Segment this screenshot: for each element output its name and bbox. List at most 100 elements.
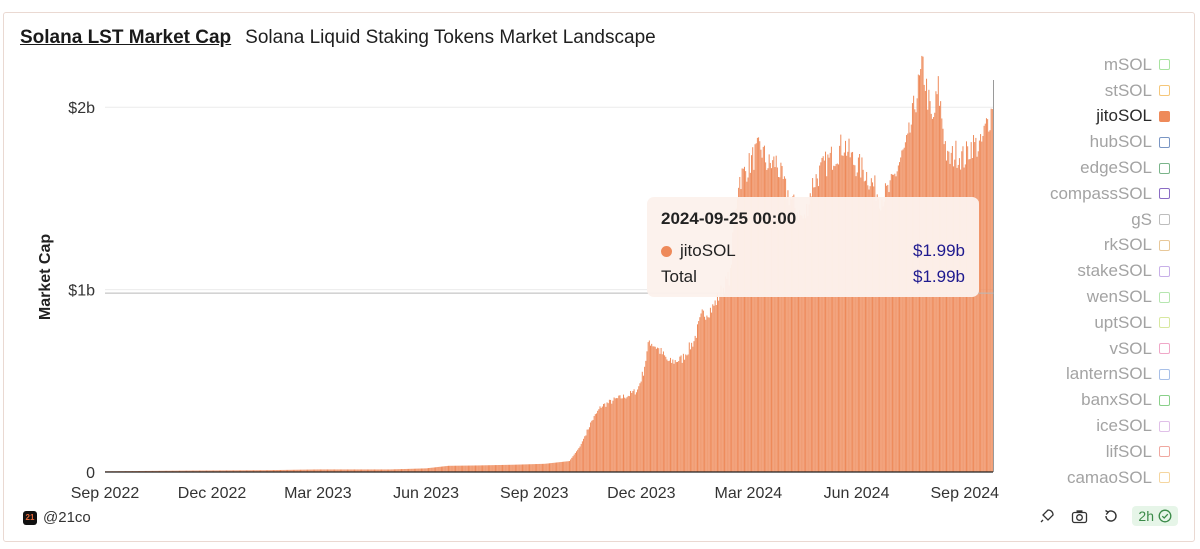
bar — [570, 459, 572, 472]
legend-item-lifSOL[interactable]: lifSOL — [1000, 439, 1170, 465]
bar — [748, 153, 750, 472]
logo-21co: 21 — [23, 510, 37, 525]
bar — [363, 469, 365, 472]
bar — [740, 189, 742, 472]
refresh-icon[interactable] — [1100, 505, 1122, 527]
bar — [595, 413, 597, 472]
bar — [608, 399, 610, 472]
refresh-interval-badge[interactable]: 2h — [1132, 506, 1178, 526]
bar — [794, 207, 796, 473]
bar — [477, 465, 479, 472]
bar — [650, 345, 652, 472]
bar — [534, 464, 536, 472]
legend-item-uptSOL[interactable]: uptSOL — [1000, 310, 1170, 336]
bar — [310, 469, 312, 472]
bar — [714, 300, 716, 472]
bar — [749, 172, 751, 472]
bar — [561, 461, 563, 472]
bar — [176, 470, 178, 472]
bar — [813, 187, 815, 472]
bar — [817, 186, 819, 472]
legend-item-wenSOL[interactable]: wenSOL — [1000, 284, 1170, 310]
bar — [612, 400, 614, 472]
legend-item-lanternSOL[interactable]: lanternSOL — [1000, 362, 1170, 388]
legend-item-stakeSOL[interactable]: stakeSOL — [1000, 258, 1170, 284]
legend[interactable]: mSOL stSOL jitoSOL hubSOL edgeSOL compassSOL g… — [1000, 58, 1170, 494]
bar — [516, 464, 518, 472]
legend-item-gS[interactable]: gS — [1000, 207, 1170, 233]
y-tick-label: $1b — [68, 283, 95, 300]
bar — [580, 443, 582, 472]
camera-icon[interactable] — [1068, 505, 1090, 527]
bar — [947, 150, 949, 472]
bar — [372, 469, 374, 472]
bar — [317, 469, 319, 472]
bar — [578, 448, 580, 472]
legend-item-camaoSOL[interactable]: camaoSOL — [1000, 465, 1170, 491]
bar — [556, 462, 558, 472]
bar — [849, 157, 851, 472]
legend-item-mSOL[interactable]: mSOL — [1000, 58, 1170, 78]
bar — [486, 465, 488, 472]
bar — [458, 465, 460, 472]
bar — [894, 173, 896, 472]
bar — [304, 469, 306, 472]
legend-item-compassSOL[interactable]: compassSOL — [1000, 181, 1170, 207]
bar — [662, 351, 664, 472]
bar — [506, 464, 508, 472]
legend-item-vSOL[interactable]: vSOL — [1000, 336, 1170, 362]
legend-item-hubSOL[interactable]: hubSOL — [1000, 129, 1170, 155]
bar — [203, 470, 205, 472]
bar — [876, 194, 878, 473]
bar — [647, 342, 649, 472]
bar — [957, 164, 959, 473]
legend-item-iceSOL[interactable]: iceSOL — [1000, 413, 1170, 439]
legend-item-rkSOL[interactable]: rkSOL — [1000, 233, 1170, 259]
bar — [628, 396, 630, 472]
bar — [638, 386, 640, 472]
bar — [760, 149, 762, 472]
bar — [888, 192, 890, 473]
bar — [546, 463, 548, 472]
bar — [494, 465, 496, 472]
legend-item-stSOL[interactable]: stSOL — [1000, 78, 1170, 104]
bar — [187, 470, 189, 472]
bar — [953, 166, 955, 472]
bar — [768, 154, 770, 472]
bar — [188, 470, 190, 472]
bar — [287, 469, 289, 472]
bar — [265, 470, 267, 472]
bar — [559, 462, 561, 472]
bar — [861, 157, 863, 472]
bar — [301, 469, 303, 472]
bar — [396, 469, 398, 472]
bar — [705, 319, 707, 472]
bar — [565, 461, 567, 472]
bar — [530, 464, 532, 472]
bar — [709, 307, 711, 472]
brand-footer[interactable]: 21 @21co — [23, 509, 91, 526]
bar — [679, 356, 681, 472]
bar — [397, 469, 399, 472]
legend-item-edgeSOL[interactable]: edgeSOL — [1000, 155, 1170, 181]
bar — [370, 469, 372, 472]
bar — [315, 469, 317, 472]
chart-subtitle: Solana Liquid Staking Tokens Market Land… — [245, 27, 656, 48]
legend-label: gS — [1131, 209, 1152, 229]
legend-swatch — [1159, 420, 1170, 432]
bar — [321, 469, 323, 472]
bar — [800, 215, 802, 472]
legend-item-banxSOL[interactable]: banxSOL — [1000, 387, 1170, 413]
legend-item-jitoSOL[interactable]: jitoSOL — [1000, 104, 1170, 130]
bar — [674, 360, 676, 472]
rocket-icon[interactable] — [1036, 505, 1058, 527]
bar — [200, 470, 202, 472]
chart-title-link[interactable]: Solana LST Market Cap — [20, 27, 232, 48]
x-tick-label: Jun 2023 — [393, 485, 459, 502]
bar — [443, 466, 445, 472]
bar — [291, 469, 293, 472]
bar — [422, 468, 424, 472]
bar — [802, 218, 804, 472]
bar — [843, 152, 845, 472]
bar — [799, 210, 801, 472]
